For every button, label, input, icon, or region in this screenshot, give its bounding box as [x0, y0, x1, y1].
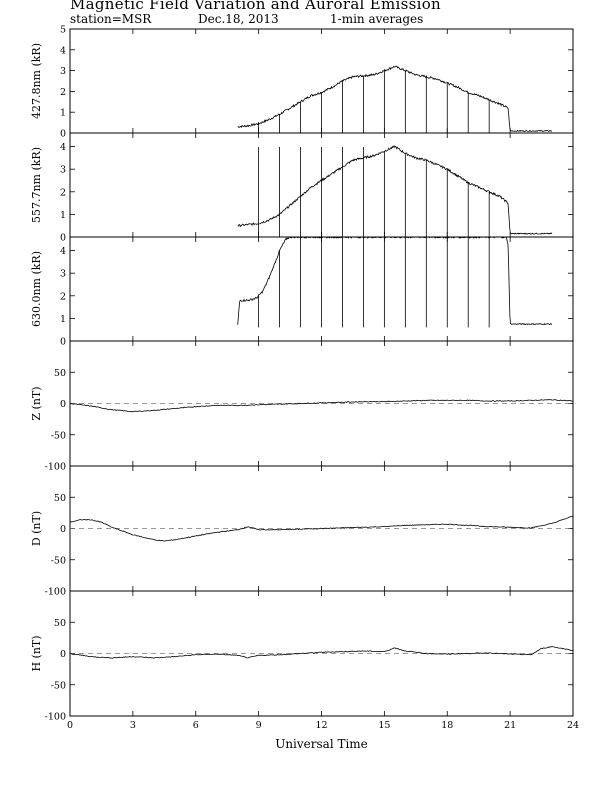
y-tick-label: -100 [45, 712, 66, 723]
y-tick-label: -100 [45, 587, 66, 598]
y-axis-label: 557.7nm (kR) [30, 147, 43, 223]
x-tick-label: 12 [315, 720, 327, 731]
data-trace [237, 145, 553, 235]
data-trace [69, 515, 574, 542]
y-axis-label: H (nT) [30, 635, 43, 671]
x-tick-label: 0 [67, 720, 73, 731]
y-tick-label: 1 [60, 314, 66, 325]
y-axis-label: D (nT) [30, 511, 43, 546]
y-tick-label: 2 [60, 187, 66, 198]
y-tick-label: 2 [60, 87, 66, 98]
data-trace [237, 65, 553, 132]
y-tick-label: 0 [60, 399, 66, 410]
y-tick-label: 1 [60, 108, 66, 119]
y-tick-label: 0 [60, 129, 66, 140]
y-tick-label: -50 [51, 430, 66, 441]
chart-title: Magnetic Field Variation and Auroral Emi… [70, 0, 441, 13]
y-tick-label: 5 [60, 25, 66, 36]
data-trace [237, 236, 553, 326]
y-axis-label: 630.0nm (kR) [30, 251, 43, 327]
y-tick-label: 1 [60, 210, 66, 221]
x-tick-label: 15 [378, 720, 390, 731]
y-tick-label: 4 [60, 246, 66, 257]
averaging-label: 1-min averages [330, 12, 424, 26]
y-tick-label: 0 [60, 524, 66, 535]
y-tick-label: 3 [60, 269, 66, 280]
y-tick-label: 0 [60, 337, 66, 348]
y-tick-label: 4 [60, 142, 66, 153]
y-tick-label: 0 [60, 649, 66, 660]
x-axis-label: Universal Time [275, 737, 368, 751]
y-tick-label: 50 [54, 368, 66, 379]
y-axis-label: 427.8nm (kR) [30, 43, 43, 119]
x-tick-label: 3 [130, 720, 136, 731]
y-tick-label: -100 [45, 462, 66, 473]
y-tick-label: 2 [60, 291, 66, 302]
y-tick-label: -50 [51, 680, 66, 691]
date-label: Dec.18, 2013 [198, 12, 279, 26]
data-trace [69, 399, 574, 413]
y-tick-label: 3 [60, 66, 66, 77]
data-trace [69, 645, 574, 659]
x-tick-label: 21 [504, 720, 516, 731]
y-tick-label: 0 [60, 233, 66, 244]
y-tick-label: 4 [60, 45, 66, 56]
x-tick-label: 9 [256, 720, 262, 731]
y-tick-label: 50 [54, 493, 66, 504]
x-tick-label: 18 [441, 720, 453, 731]
y-axis-label: Z (nT) [30, 386, 43, 420]
station-label: station=MSR [70, 12, 152, 26]
y-tick-label: 3 [60, 165, 66, 176]
x-tick-label: 24 [567, 720, 579, 731]
y-tick-label: -50 [51, 555, 66, 566]
x-tick-label: 6 [193, 720, 199, 731]
y-tick-label: 50 [54, 618, 66, 629]
